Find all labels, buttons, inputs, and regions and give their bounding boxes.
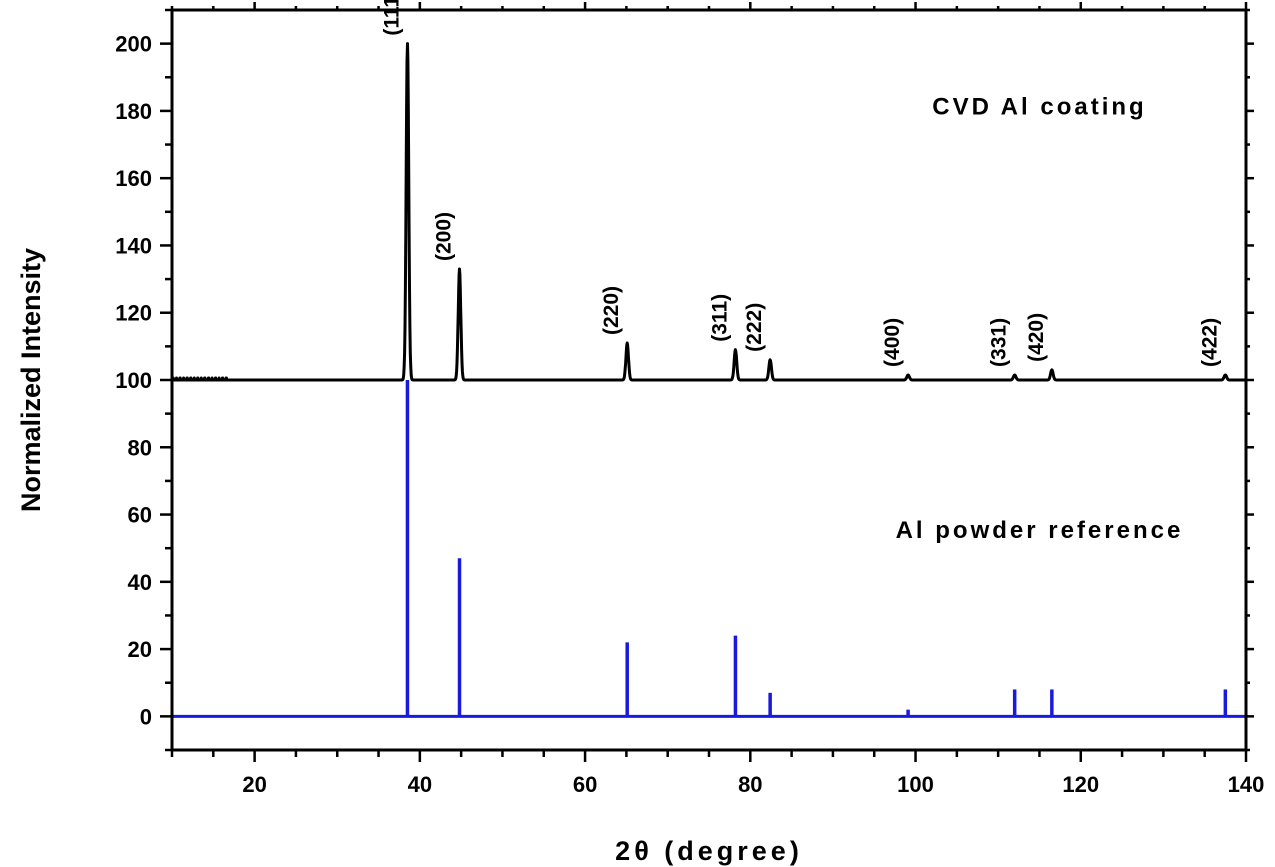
- y-axis-title: Normalized Intensity: [16, 248, 46, 512]
- annotation-1: Al powder reference: [896, 517, 1184, 544]
- y-tick-label: 120: [115, 301, 152, 326]
- y-tick-label: 20: [128, 637, 152, 662]
- y-tick-label: 80: [128, 435, 152, 460]
- x-tick-label: 140: [1228, 772, 1265, 797]
- y-tick-label: 100: [115, 368, 152, 393]
- peak-label-0: (111): [380, 0, 403, 36]
- peak-label-5: (400): [881, 318, 904, 367]
- x-tick-label: 80: [738, 772, 762, 797]
- y-tick-label: 40: [128, 570, 152, 595]
- peak-label-3: (311): [708, 294, 731, 342]
- peak-label-4: (222): [743, 303, 766, 352]
- x-tick-label: 120: [1062, 772, 1099, 797]
- x-tick-label: 40: [408, 772, 432, 797]
- annotations: CVD Al coating Al powder reference: [896, 93, 1184, 544]
- tick-labels: 20 40 60 80 100 120 140 0 20 40 60 80 100 120 140 160 18…: [115, 0, 1264, 797]
- x-axis-title: 2θ (degree): [615, 836, 803, 866]
- y-tick-label: 180: [115, 99, 152, 124]
- annotation-0: CVD Al coating: [932, 93, 1146, 120]
- x-tick-label: 60: [573, 772, 597, 797]
- x-tick-label: 20: [242, 772, 266, 797]
- y-tick-label: 140: [115, 233, 152, 258]
- y-tick-label: 60: [128, 503, 152, 528]
- peak-label-1: (200): [433, 212, 456, 261]
- x-tick-label: 100: [897, 772, 934, 797]
- peak-label-2: (220): [600, 286, 623, 335]
- y-tick-label: 160: [115, 166, 152, 191]
- plot-series: [170, 42, 1248, 718]
- peak-label-7: (420): [1025, 313, 1048, 362]
- peak-label-8: (422): [1198, 318, 1221, 367]
- y-tick-label: 0: [140, 704, 152, 729]
- plot-frame: [170, 8, 1248, 752]
- coating-pattern-line: [170, 42, 1248, 382]
- y-tick-label: 200: [115, 32, 152, 57]
- peak-label-6: (331): [988, 318, 1011, 367]
